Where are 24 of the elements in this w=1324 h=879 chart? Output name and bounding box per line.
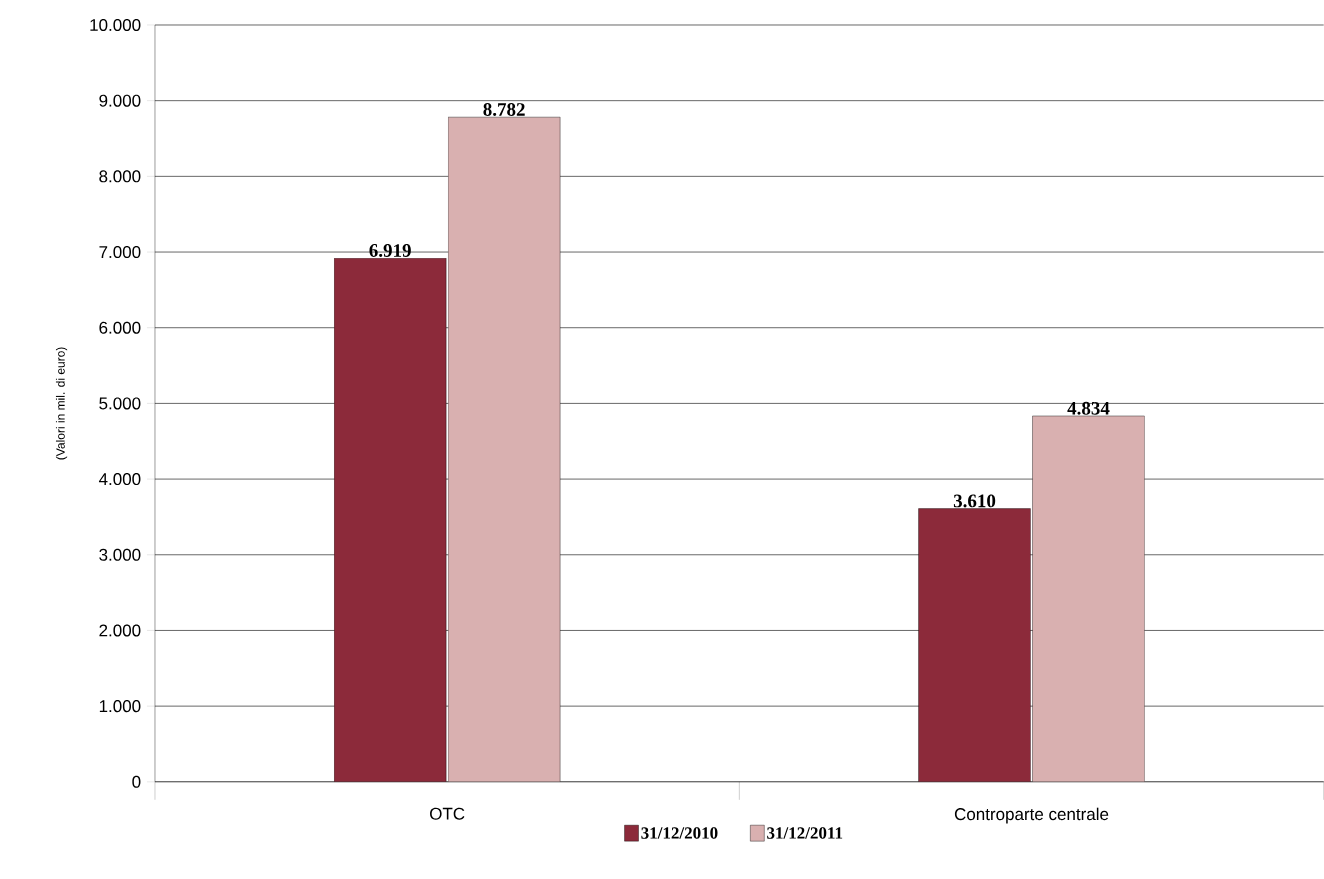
bar [333, 258, 447, 782]
bar [918, 508, 1031, 782]
x-tick-label: Controparte centrale [954, 807, 1109, 824]
y-tick-label: 0 [132, 775, 141, 788]
x-tick-label: OTC [430, 807, 465, 820]
legend-label: 31/12/2010 [641, 827, 718, 839]
y-axis-title: (Valori in mil. di euro) [55, 347, 68, 460]
data-label: 4.834 [1067, 401, 1110, 415]
data-label: 6.919 [369, 244, 411, 258]
y-tick-label: 8.000 [99, 170, 141, 183]
y-tick-label: 4.000 [98, 473, 141, 486]
bar [447, 117, 561, 782]
y-tick-label: 2.000 [99, 624, 141, 637]
bar [1032, 415, 1145, 782]
y-tick-label: 7.000 [99, 246, 141, 259]
y-tick-label: 9.000 [99, 94, 141, 107]
y-tick-label: 6.000 [99, 321, 141, 334]
data-label: 8.782 [483, 103, 525, 117]
y-tick-label: 10.000 [90, 19, 141, 32]
legend-label: 31/12/2011 [767, 827, 843, 839]
y-tick-label: 1.000 [99, 700, 141, 713]
y-tick-label: 5.000 [99, 397, 141, 410]
data-label: 3.610 [953, 494, 996, 508]
y-tick-label: 3.000 [99, 548, 141, 561]
